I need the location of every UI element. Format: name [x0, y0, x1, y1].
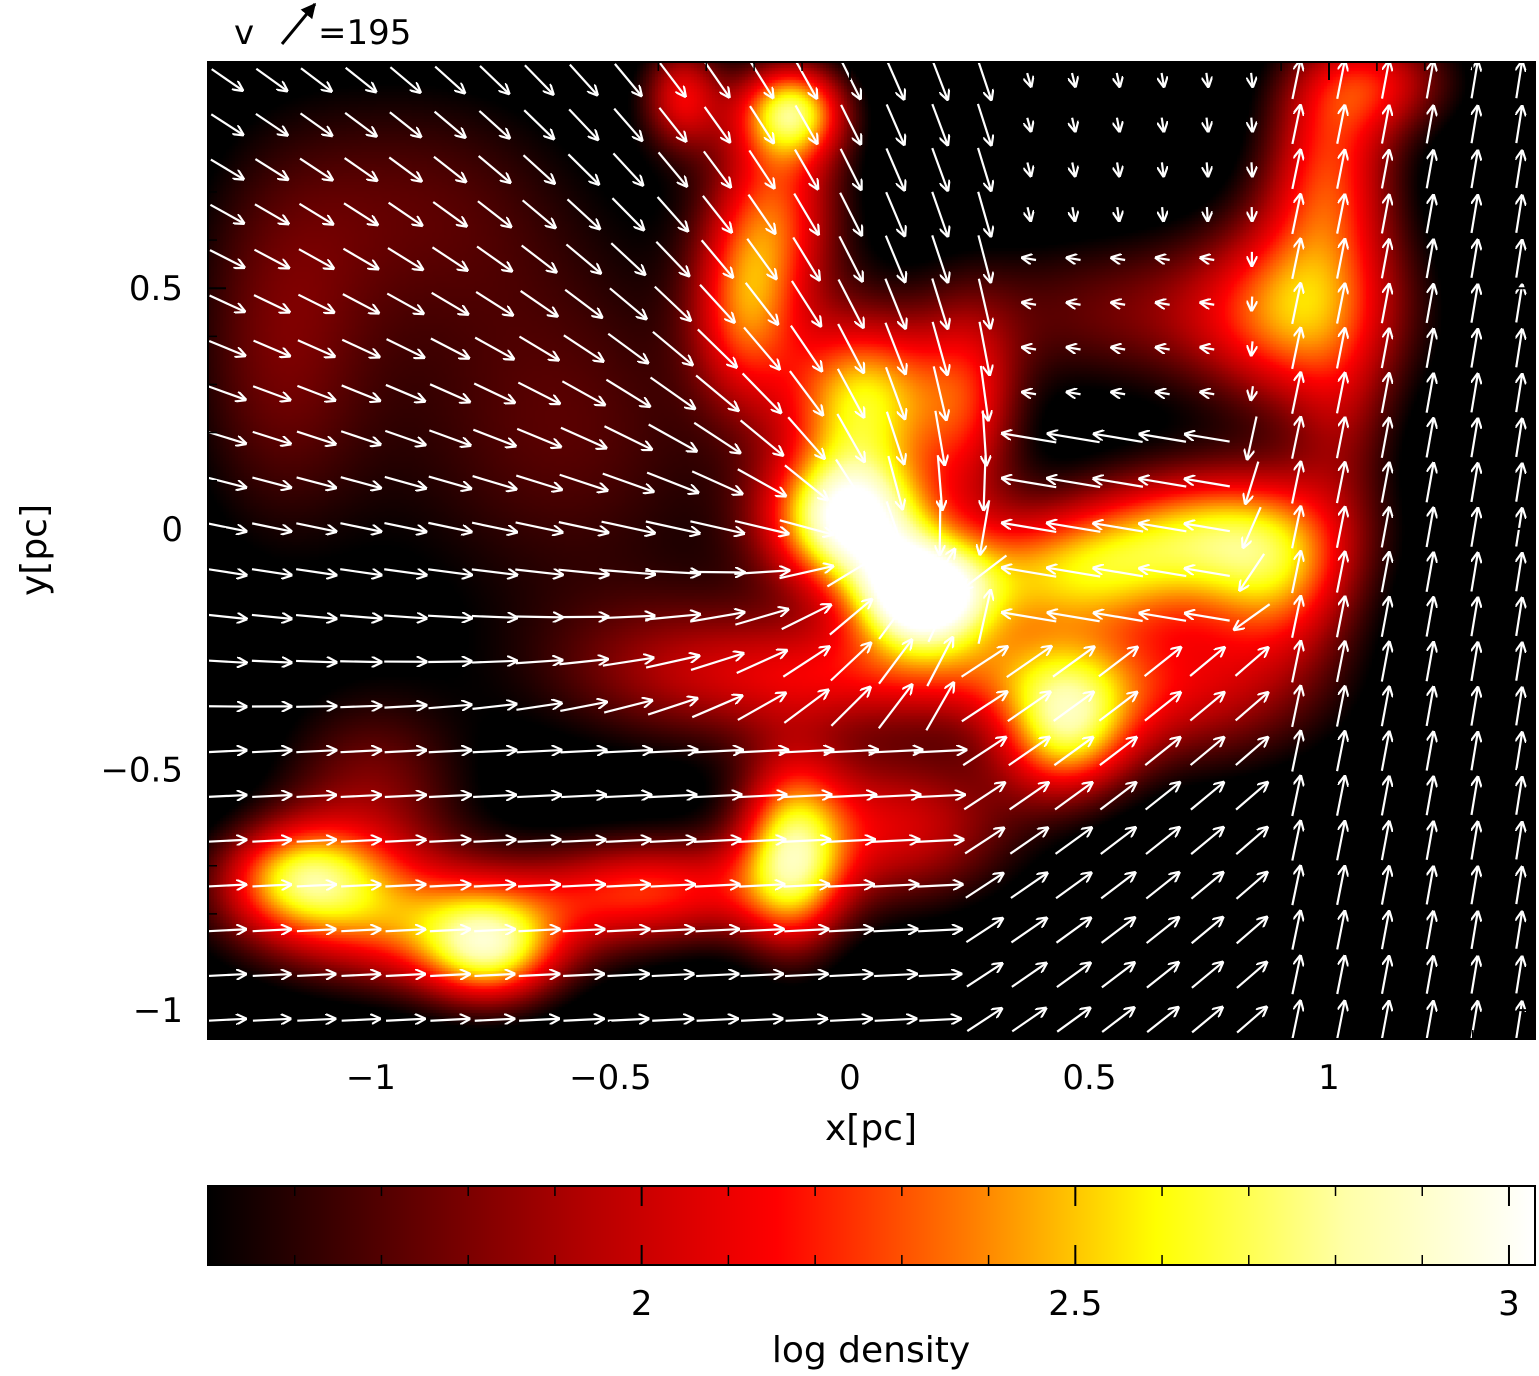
density-map-container — [208, 62, 1535, 1039]
velocity-arrow — [296, 706, 336, 707]
velocity-arrow — [1207, 162, 1208, 176]
velocity-arrow — [340, 661, 381, 662]
vector-key-value: =195 — [318, 13, 411, 53]
velocity-arrow — [428, 661, 471, 662]
velocity-arrow — [1162, 207, 1163, 221]
velocity-arrow — [690, 572, 745, 573]
velocity-arrow — [515, 616, 562, 617]
velocity-arrow — [1252, 297, 1253, 311]
velocity-arrow — [1251, 341, 1252, 355]
colorbar-tick-label: 2 — [631, 1284, 653, 1324]
colorbar-tick-label: 2.5 — [1048, 1284, 1102, 1324]
colorbar-label: log density — [772, 1330, 970, 1371]
velocity-arrow — [1207, 207, 1208, 221]
x-tick-label: −0.5 — [569, 1058, 652, 1098]
vector-key-label: v — [234, 13, 254, 53]
velocity-arrow — [296, 661, 336, 662]
y-tick-label: −1 — [133, 991, 183, 1031]
velocity-arrow — [1251, 118, 1252, 132]
x-tick-label: 0.5 — [1062, 1058, 1116, 1098]
y-tick-label: −0.5 — [100, 750, 183, 790]
y-axis-label: y[pc] — [14, 504, 55, 596]
velocity-arrow — [340, 706, 381, 707]
colorbar-tick-label: 3 — [1498, 1284, 1520, 1324]
velocity-arrow — [1251, 73, 1253, 87]
x-axis-label: x[pc] — [825, 1108, 917, 1149]
vector-key-arrow — [282, 4, 315, 44]
vector-key: v =195 — [234, 4, 411, 53]
y-tick-label: 0 — [161, 510, 183, 550]
x-tick-label: −1 — [346, 1058, 396, 1098]
density-map — [208, 62, 1535, 1039]
colorbar: 2 2.5 3 log density — [208, 1186, 1535, 1371]
y-tick-label: 0.5 — [129, 269, 183, 309]
x-tick-label: 0 — [839, 1058, 861, 1098]
plot-area: −1 −0.5 0 0.5 1 −1 −0.5 0 0.5 — [100, 60, 1535, 1098]
colorbar-gradient — [208, 1186, 1535, 1265]
velocity-arrow — [940, 500, 941, 555]
x-tick-label: 1 — [1318, 1058, 1340, 1098]
velocity-arrow — [1251, 162, 1252, 176]
